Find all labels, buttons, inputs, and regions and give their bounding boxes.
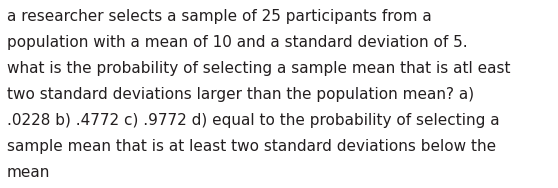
Text: .0228 b) .4772 c) .9772 d) equal to the probability of selecting a: .0228 b) .4772 c) .9772 d) equal to the … bbox=[7, 113, 499, 128]
Text: population with a mean of 10 and a standard deviation of 5.: population with a mean of 10 and a stand… bbox=[7, 35, 467, 50]
Text: a researcher selects a sample of 25 participants from a: a researcher selects a sample of 25 part… bbox=[7, 9, 431, 24]
Text: sample mean that is at least two standard deviations below the: sample mean that is at least two standar… bbox=[7, 139, 496, 154]
Text: what is the probability of selecting a sample mean that is atl east: what is the probability of selecting a s… bbox=[7, 61, 510, 76]
Text: two standard deviations larger than the population mean? a): two standard deviations larger than the … bbox=[7, 87, 474, 102]
Text: mean: mean bbox=[7, 165, 50, 180]
